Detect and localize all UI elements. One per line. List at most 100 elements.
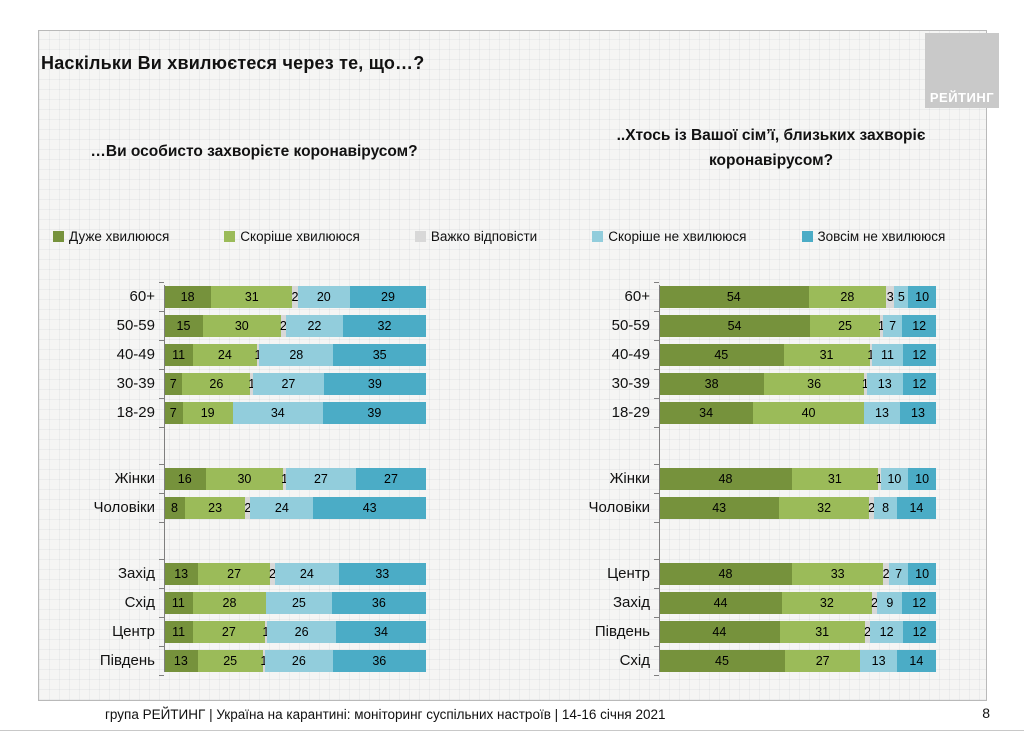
legend-label: Зовсім не хвилююся [817, 228, 946, 244]
stacked-bar: 34 40 13 13 [659, 401, 936, 424]
bar-segment-1: 13 [164, 649, 198, 672]
bar-segment-1: 13 [164, 562, 199, 585]
bar-segment-4: 22 [285, 314, 343, 337]
category-label: Захід [613, 594, 650, 611]
bar-segment-5: 32 [342, 314, 426, 337]
bar-segment-2: 30 [205, 467, 284, 490]
legend-swatch-icon [224, 230, 236, 242]
stacked-bar: 44 31 2 12 12 [659, 620, 936, 643]
stacked-bar: 45 31 1 11 12 [659, 343, 936, 366]
stacked-bar: 16 30 1 27 27 [164, 467, 426, 490]
chart-row: 30-39 38 36 1 13 12 [575, 368, 936, 398]
bar-segment-4: 28 [259, 343, 334, 366]
stacked-bar: 11 28 25 36 [164, 591, 426, 614]
stacked-bar: 18 31 2 20 29 [164, 285, 426, 308]
bar-segment-3: 1 [248, 372, 255, 395]
bar-segment-2: 25 [197, 649, 263, 672]
chart-row: 50-59 15 30 2 22 32 [80, 310, 426, 340]
bar-segment-1: 38 [659, 372, 765, 395]
bar-group-gender: Жінки 16 30 1 27 27 Чоловіки 8 23 2 24 43 [80, 463, 426, 523]
legend-item-2: Скоріше хвилююся [224, 229, 360, 244]
bar-segment-2: 31 [783, 343, 870, 366]
bar-segment-2: 26 [182, 372, 251, 395]
chart-row: Південь 13 25 1 26 36 [80, 645, 426, 676]
chart-row: Жінки 48 31 1 10 10 [575, 463, 936, 493]
bar-segment-2: 19 [182, 401, 233, 424]
bar-segment-2: 40 [753, 401, 864, 424]
category-label: 18-29 [116, 404, 155, 421]
bar-segment-5: 10 [908, 562, 936, 585]
category-label: 50-59 [116, 317, 155, 334]
bar-segment-3: 2 [280, 314, 287, 337]
bar-segment-1: 15 [164, 314, 203, 337]
bar-group-age: 60+ 18 31 2 20 29 50-59 15 30 2 22 32 40-49 11 24 1 28 35… [80, 281, 426, 428]
bar-segment-4: 20 [297, 285, 350, 308]
category-label: Південь [594, 623, 650, 640]
chart-row: Захід 44 32 2 9 12 [575, 587, 936, 617]
category-label: 30-39 [116, 375, 155, 392]
bar-group-gender: Жінки 48 31 1 10 10 Чоловіки 43 32 2 8 14 [575, 463, 936, 523]
bar-segment-4: 8 [874, 496, 897, 519]
bar-segment-3: 1 [867, 343, 874, 366]
slide-background: Наскільки Ви хвилюєтеся через те, що…? Р… [38, 30, 999, 701]
chart-row: 60+ 18 31 2 20 29 [80, 281, 426, 311]
bar-segment-1: 45 [659, 343, 784, 366]
bar-segment-2: 27 [784, 649, 861, 672]
bar-segment-5: 39 [323, 372, 426, 395]
bar-segment-5: 10 [908, 467, 936, 490]
bar-segment-2: 32 [779, 496, 869, 519]
bar-group-region: Захід 13 27 2 24 33 Схід 11 28 25 36 Центр 11 27 1 26 34… [80, 558, 426, 676]
bar-segment-2: 30 [202, 314, 281, 337]
bar-segment-5: 36 [332, 649, 426, 672]
stacked-bar: 54 28 3 5 10 [659, 285, 936, 308]
legend-label: Дуже хвилююся [69, 228, 170, 244]
bar-segment-4: 24 [250, 496, 314, 519]
rating-group-logo: РЕЙТИНГ [925, 33, 999, 108]
bar-segment-5: 36 [331, 591, 426, 614]
bar-segment-1: 11 [164, 591, 193, 614]
bar-segment-2: 31 [791, 467, 878, 490]
bar-segment-1: 8 [164, 496, 185, 519]
bar-segment-3: 1 [260, 649, 267, 672]
bar-segment-5: 35 [333, 343, 426, 366]
bar-segment-4: 7 [888, 562, 909, 585]
bar-segment-4: 13 [866, 372, 903, 395]
category-label: Чоловіки [588, 499, 650, 516]
category-label: Схід [124, 594, 155, 611]
bar-segment-4: 13 [860, 649, 897, 672]
stacked-bar: 54 25 1 7 12 [659, 314, 936, 337]
bar-segment-3: 1 [862, 372, 869, 395]
bar-segment-2: 28 [192, 591, 267, 614]
bar-segment-3: 1 [254, 343, 261, 366]
category-label: 18-29 [611, 404, 650, 421]
bar-segment-3: 1 [281, 467, 288, 490]
bar-segment-2: 24 [193, 343, 257, 366]
stacked-bar: 11 24 1 28 35 [164, 343, 426, 366]
category-label: 30-39 [611, 375, 650, 392]
bar-segment-5: 12 [902, 372, 936, 395]
bar-segment-3: 2 [864, 620, 871, 643]
bar-segment-5: 27 [355, 467, 426, 490]
bar-segment-3: 2 [868, 496, 875, 519]
bar-segment-3: 2 [292, 285, 298, 308]
bar-segment-5: 12 [902, 343, 936, 366]
bar-segment-5: 13 [899, 401, 936, 424]
chart-row: 60+ 54 28 3 5 10 [575, 281, 936, 311]
bar-segment-3: 2 [244, 496, 251, 519]
chart-row: Схід 45 27 13 14 [575, 645, 936, 676]
stacked-bar: 8 23 2 24 43 [164, 496, 426, 519]
bar-segment-3: 1 [876, 467, 883, 490]
category-label: 50-59 [611, 317, 650, 334]
bar-segment-3: 1 [262, 620, 269, 643]
bar-segment-1: 7 [164, 372, 183, 395]
bar-segment-1: 48 [659, 467, 792, 490]
category-axis [659, 285, 660, 672]
legend-swatch-icon [592, 230, 604, 242]
bar-segment-2: 33 [791, 562, 884, 585]
stacked-bar: 45 27 13 14 [659, 649, 936, 672]
bar-segment-1: 43 [659, 496, 780, 519]
chart-row: 18-29 34 40 13 13 [575, 397, 936, 428]
bar-segment-1: 7 [164, 401, 183, 424]
bar-segment-4: 25 [266, 591, 332, 614]
legend-label: Скоріше хвилююся [240, 228, 360, 244]
